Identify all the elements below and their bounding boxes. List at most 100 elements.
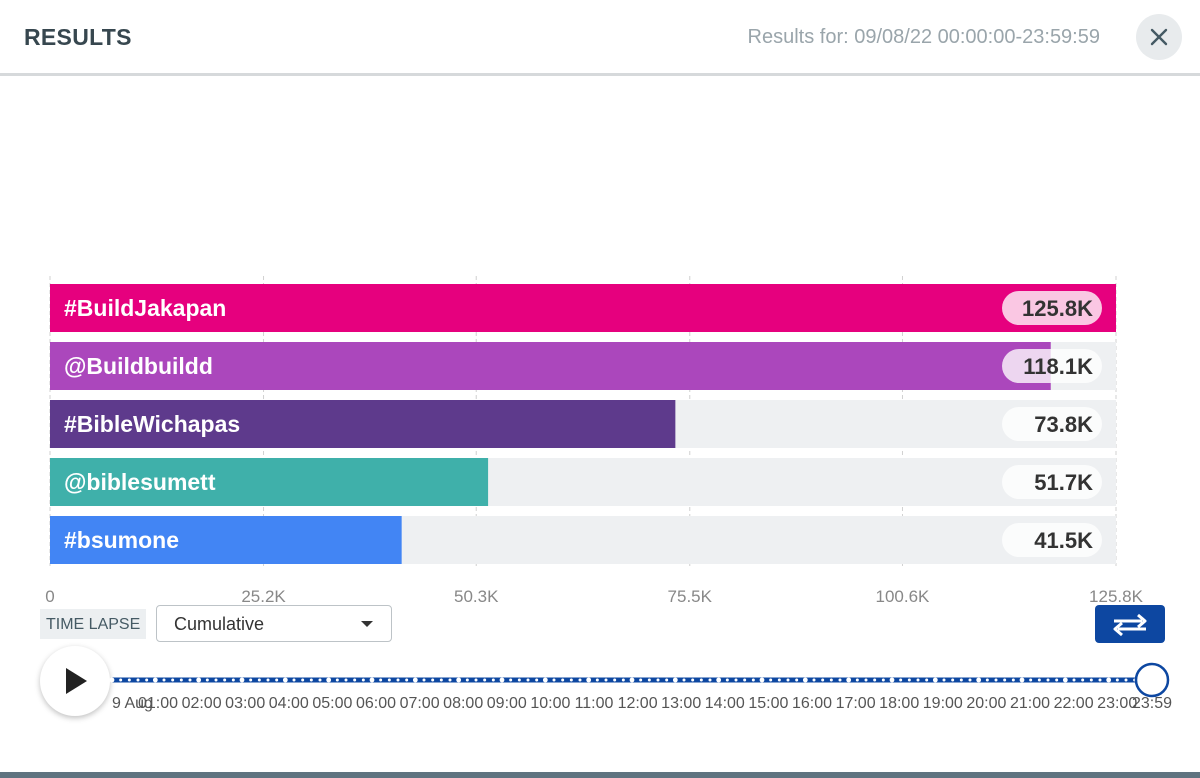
timeline-dot bbox=[205, 678, 209, 682]
timeline-hour-label: 10:00 bbox=[530, 695, 570, 712]
time-lapse-label: TIME LAPSE bbox=[40, 609, 147, 639]
timeline-dot bbox=[1106, 677, 1112, 683]
timeline-dot bbox=[777, 678, 781, 682]
timeline-dot bbox=[786, 678, 790, 682]
value-pill bbox=[1002, 407, 1102, 441]
timeline-dot bbox=[907, 678, 911, 682]
value-pill bbox=[1002, 349, 1102, 383]
timeline-dot bbox=[639, 678, 643, 682]
timeline-dot bbox=[604, 678, 608, 682]
mode-select[interactable]: Cumulative bbox=[156, 605, 392, 642]
timeline-hour-label: 03:00 bbox=[225, 695, 265, 712]
close-icon bbox=[1150, 28, 1168, 46]
timeline-dot bbox=[249, 678, 253, 682]
timeline-dot bbox=[136, 678, 140, 682]
timeline-dot bbox=[976, 677, 982, 683]
timeline-hour-label: 01:00 bbox=[138, 695, 178, 712]
timeline-dot bbox=[647, 678, 651, 682]
timeline-dot bbox=[326, 677, 332, 683]
timeline-dot bbox=[353, 678, 357, 682]
timeline-dot bbox=[743, 678, 747, 682]
timeline-dot bbox=[396, 678, 400, 682]
timeline-dot bbox=[985, 678, 989, 682]
bar bbox=[50, 342, 1051, 390]
x-tick-label: 50.3K bbox=[454, 587, 499, 606]
timeline-dot bbox=[751, 678, 755, 682]
value-pill bbox=[1002, 523, 1102, 557]
value-pill bbox=[1002, 291, 1102, 325]
timeline-handle[interactable] bbox=[1134, 662, 1170, 698]
timeline-hour-label: 13:00 bbox=[661, 695, 701, 712]
caret-down-icon bbox=[361, 621, 373, 627]
loop-button[interactable] bbox=[1095, 605, 1165, 643]
timeline-dot bbox=[239, 677, 245, 683]
play-icon bbox=[66, 668, 87, 694]
timeline-dot bbox=[309, 678, 313, 682]
results-header: RESULTS Results for: 09/08/22 00:00:00-2… bbox=[0, 0, 1200, 76]
timeline-dot bbox=[994, 678, 998, 682]
timeline-dot bbox=[1037, 678, 1041, 682]
timeline-dot bbox=[881, 678, 885, 682]
timeline-dot bbox=[188, 678, 192, 682]
timeline-dot bbox=[517, 678, 521, 682]
timeline-dot bbox=[109, 677, 115, 683]
timeline-dot bbox=[1046, 678, 1050, 682]
timeline-hour-label: 06:00 bbox=[356, 695, 396, 712]
bar-value-label: 73.8K bbox=[1034, 412, 1093, 437]
page-title: RESULTS bbox=[24, 24, 132, 50]
timeline-hour-label: 02:00 bbox=[182, 695, 222, 712]
value-pill bbox=[1002, 465, 1102, 499]
mode-select-value: Cumulative bbox=[174, 614, 265, 634]
timeline-dot bbox=[179, 678, 183, 682]
timeline-hour-label: 09:00 bbox=[487, 695, 527, 712]
bar bbox=[50, 400, 676, 448]
timeline-dot bbox=[942, 678, 946, 682]
timeline-dot bbox=[855, 678, 859, 682]
timeline-dot bbox=[422, 678, 426, 682]
timeline-hour-label: 11:00 bbox=[575, 695, 614, 712]
timeline-dot bbox=[1011, 678, 1015, 682]
timeline-dot bbox=[344, 678, 348, 682]
timeline-start-label: 9 Aug bbox=[112, 695, 153, 712]
timeline-dot bbox=[318, 678, 322, 682]
timeline-dot bbox=[586, 677, 592, 683]
timeline-dot bbox=[387, 678, 391, 682]
timeline-dot bbox=[282, 677, 288, 683]
timeline-dot bbox=[959, 678, 963, 682]
timeline-dot bbox=[613, 678, 617, 682]
bar-value-label: 118.1K bbox=[1023, 354, 1093, 379]
timeline-dot bbox=[699, 678, 703, 682]
timeline-dot bbox=[275, 678, 279, 682]
timeline-dot bbox=[1081, 678, 1085, 682]
timeline-hour-label: 08:00 bbox=[443, 695, 483, 712]
timeline-dot bbox=[379, 678, 383, 682]
timeline-dot bbox=[145, 678, 149, 682]
bar-value-label: 51.7K bbox=[1034, 470, 1093, 495]
timeline-dot bbox=[431, 678, 435, 682]
timeline-dot bbox=[1089, 678, 1093, 682]
timeline-dot bbox=[491, 678, 495, 682]
timeline-hour-label: 18:00 bbox=[879, 695, 919, 712]
timeline-hour-label: 19:00 bbox=[923, 695, 963, 712]
timeline-dot bbox=[769, 678, 773, 682]
play-button[interactable] bbox=[40, 646, 110, 716]
x-tick-label: 100.6K bbox=[876, 587, 931, 606]
timeline-dot bbox=[665, 678, 669, 682]
timeline-hour-label: 15:00 bbox=[748, 695, 788, 712]
timeline-dot bbox=[951, 678, 955, 682]
timeline-dot bbox=[708, 678, 712, 682]
timeline-dot bbox=[162, 678, 166, 682]
timeline-dot bbox=[1055, 678, 1059, 682]
timeline-hour-label: 20:00 bbox=[966, 695, 1006, 712]
timeline-dot bbox=[1115, 678, 1119, 682]
timeline-dot bbox=[734, 678, 738, 682]
bar-category-label: #bsumone bbox=[64, 527, 179, 553]
timeline-dot bbox=[812, 678, 816, 682]
timeline-dot bbox=[552, 678, 556, 682]
timeline-dot bbox=[474, 678, 478, 682]
timeline-dot bbox=[542, 677, 548, 683]
timeline-dot bbox=[691, 678, 695, 682]
close-button[interactable] bbox=[1136, 14, 1182, 60]
timeline-dot bbox=[509, 678, 513, 682]
